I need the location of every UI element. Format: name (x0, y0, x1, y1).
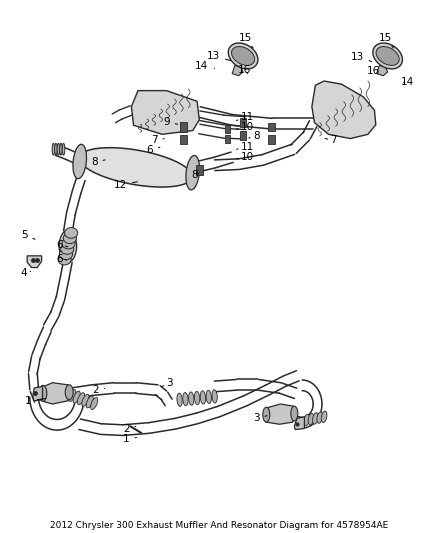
Ellipse shape (186, 156, 200, 190)
Text: 11: 11 (237, 112, 254, 122)
Ellipse shape (78, 393, 85, 405)
Ellipse shape (376, 46, 399, 66)
Text: 2: 2 (123, 424, 136, 433)
Ellipse shape (232, 46, 254, 66)
Ellipse shape (52, 143, 55, 155)
Polygon shape (42, 383, 71, 404)
Ellipse shape (194, 391, 200, 405)
Ellipse shape (59, 230, 77, 262)
Ellipse shape (91, 398, 98, 409)
Polygon shape (265, 404, 296, 424)
Ellipse shape (62, 238, 75, 249)
Text: 7: 7 (151, 135, 164, 145)
Ellipse shape (82, 394, 89, 406)
Text: 16: 16 (367, 67, 380, 76)
Text: 6: 6 (56, 240, 68, 249)
Bar (268, 135, 275, 144)
Ellipse shape (57, 143, 60, 155)
Text: 1: 1 (25, 396, 46, 406)
Text: 9: 9 (163, 117, 178, 127)
Ellipse shape (373, 43, 403, 69)
Text: 10: 10 (237, 122, 254, 132)
Polygon shape (377, 66, 388, 76)
Text: 11: 11 (237, 142, 254, 152)
Polygon shape (294, 417, 304, 430)
Text: 4: 4 (21, 269, 31, 278)
Text: 2: 2 (92, 385, 105, 395)
Text: 14: 14 (401, 77, 414, 86)
Text: 14: 14 (195, 61, 215, 71)
Ellipse shape (73, 391, 80, 403)
Text: 6: 6 (56, 254, 67, 263)
Ellipse shape (263, 407, 270, 422)
Polygon shape (312, 81, 376, 139)
Polygon shape (27, 256, 42, 268)
Text: 8: 8 (191, 171, 199, 180)
Text: 12: 12 (114, 180, 138, 190)
Ellipse shape (206, 390, 212, 403)
Ellipse shape (189, 392, 194, 405)
Text: 15: 15 (379, 34, 393, 48)
Polygon shape (131, 91, 199, 134)
Text: 7: 7 (325, 135, 337, 145)
Text: 3: 3 (253, 414, 267, 423)
Ellipse shape (58, 254, 71, 265)
Ellipse shape (317, 412, 322, 423)
Ellipse shape (60, 244, 74, 254)
Text: 13: 13 (350, 52, 372, 62)
Ellipse shape (63, 233, 76, 244)
Ellipse shape (308, 414, 314, 425)
Text: 8: 8 (249, 131, 260, 141)
Text: 2012 Chrysler 300 Exhaust Muffler And Resonator Diagram for 4578954AE: 2012 Chrysler 300 Exhaust Muffler And Re… (50, 521, 388, 530)
Bar (180, 122, 187, 132)
Ellipse shape (65, 385, 73, 400)
Bar (180, 135, 187, 144)
Text: 15: 15 (239, 34, 253, 48)
Ellipse shape (69, 390, 76, 401)
Text: 1: 1 (123, 434, 137, 444)
Text: 3: 3 (162, 378, 173, 388)
Ellipse shape (65, 228, 78, 238)
Ellipse shape (86, 396, 93, 408)
Ellipse shape (55, 143, 57, 155)
Ellipse shape (177, 393, 182, 406)
Ellipse shape (228, 43, 258, 69)
Ellipse shape (60, 143, 62, 155)
Text: 13: 13 (207, 51, 231, 61)
Bar (225, 125, 230, 133)
Polygon shape (33, 386, 42, 401)
Bar (240, 118, 246, 127)
Ellipse shape (39, 385, 47, 401)
Ellipse shape (304, 414, 309, 426)
Ellipse shape (313, 413, 318, 424)
Polygon shape (232, 66, 243, 76)
Ellipse shape (291, 406, 298, 421)
Bar (268, 123, 275, 131)
Text: 6: 6 (146, 145, 160, 155)
Ellipse shape (183, 392, 188, 406)
Ellipse shape (73, 144, 87, 179)
Ellipse shape (212, 390, 217, 403)
Ellipse shape (321, 411, 327, 423)
Bar (240, 131, 246, 140)
Bar (196, 165, 203, 175)
Bar (225, 134, 230, 142)
Ellipse shape (59, 249, 72, 260)
Polygon shape (79, 148, 192, 187)
Text: 10: 10 (237, 152, 254, 161)
Text: 5: 5 (21, 230, 35, 240)
Text: 8: 8 (91, 157, 105, 167)
Ellipse shape (62, 143, 65, 155)
Text: 16: 16 (238, 65, 251, 75)
Ellipse shape (200, 391, 205, 404)
